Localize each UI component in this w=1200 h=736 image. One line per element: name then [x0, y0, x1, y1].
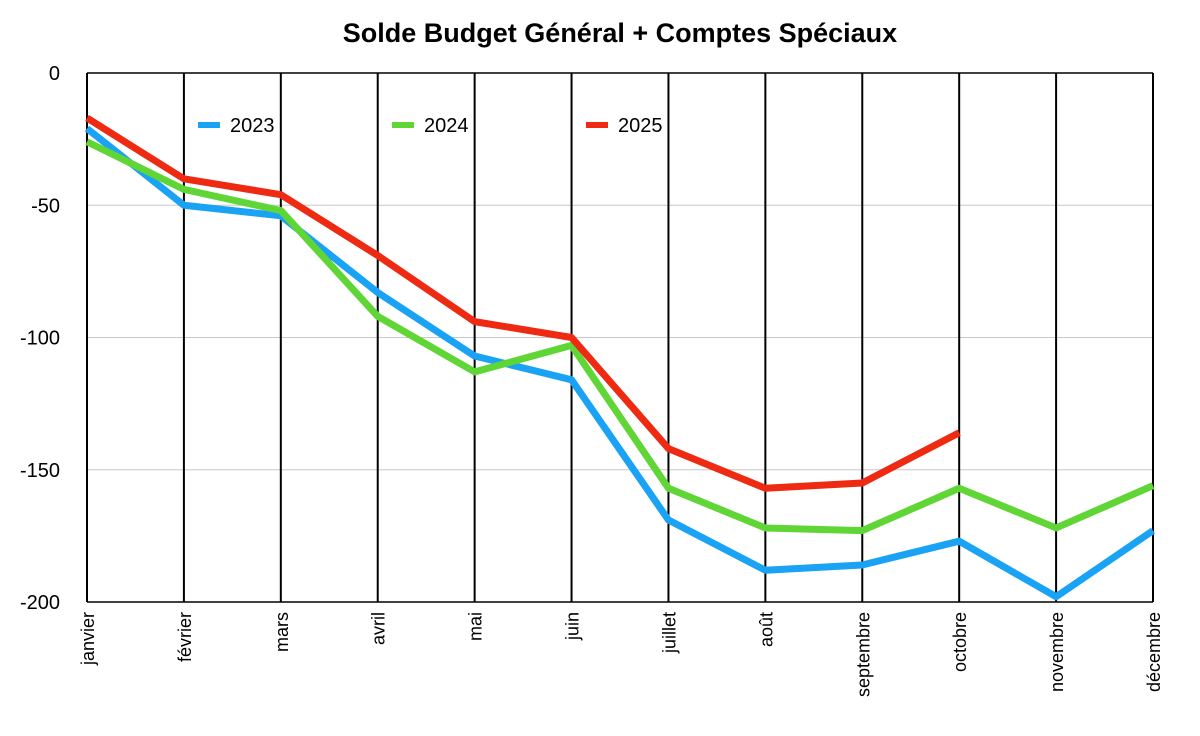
- y-tick-label: -150: [20, 460, 60, 482]
- x-tick-label: mars: [272, 612, 292, 652]
- x-tick-label: juin: [563, 612, 583, 641]
- x-tick-label: novembre: [1047, 612, 1067, 692]
- x-tick-label: juillet: [659, 612, 679, 654]
- series-line-2024: [87, 142, 1153, 531]
- x-tick-label: janvier: [78, 612, 98, 666]
- y-tick-label: -100: [20, 328, 60, 350]
- x-tick-label: mai: [466, 612, 486, 641]
- legend-label: 2025: [618, 115, 663, 137]
- series-line-2023: [87, 129, 1153, 597]
- y-tick-label: -50: [31, 195, 60, 217]
- x-tick-label: février: [175, 612, 195, 662]
- x-tick-label: septembre: [853, 612, 873, 697]
- y-tick-label: -200: [20, 592, 60, 614]
- legend-item-2023: 2023: [198, 115, 275, 137]
- x-tick-label: avril: [369, 612, 389, 645]
- x-tick-label: décembre: [1144, 612, 1164, 692]
- legend-label: 2023: [230, 115, 275, 137]
- chart-title: Solde Budget Général + Comptes Spéciaux: [343, 18, 897, 48]
- x-tick-label: octobre: [950, 612, 970, 672]
- x-tick-label: août: [756, 612, 776, 647]
- series-line-2025: [87, 118, 959, 488]
- legend-item-2024: 2024: [392, 115, 469, 137]
- legend-item-2025: 2025: [586, 115, 663, 137]
- legend-label: 2024: [424, 115, 469, 137]
- y-tick-label: 0: [49, 63, 60, 85]
